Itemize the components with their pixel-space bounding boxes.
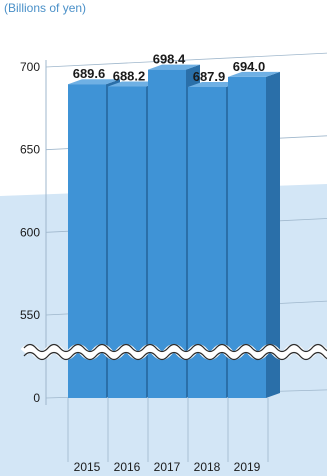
gridline [45,52,327,68]
bar-side [266,71,280,399]
y-tick-label: 650 [20,143,40,157]
bar-value-label: 689.6 [73,66,106,81]
unit-label: (Billions of yen) [4,1,87,15]
bar-value-label: 698.4 [153,52,186,67]
x-tick-label: 2015 [74,460,101,474]
bar-top [148,64,200,70]
bar-top [188,82,240,88]
axis-break-line [23,343,327,353]
bar-value-label: 688.2 [113,69,146,84]
y-tick-label: 700 [20,60,40,74]
y-tick-label: 0 [33,391,40,405]
x-tick-label: 2018 [194,460,221,474]
bar-top [228,71,280,77]
y-tick-label: 600 [20,225,40,239]
bar [148,69,186,399]
x-tick-label: 2016 [114,460,141,474]
axis-break-band [20,344,327,360]
bar-value-label: 687.9 [193,69,226,84]
bar-value-label: 694.0 [233,59,266,74]
x-tick-label: 2019 [234,460,261,474]
bar-top [68,79,120,85]
x-tick-label: 2017 [154,460,181,474]
y-tick-label: 550 [20,308,40,322]
bar-top [108,81,160,87]
axis-break-line [23,351,327,361]
